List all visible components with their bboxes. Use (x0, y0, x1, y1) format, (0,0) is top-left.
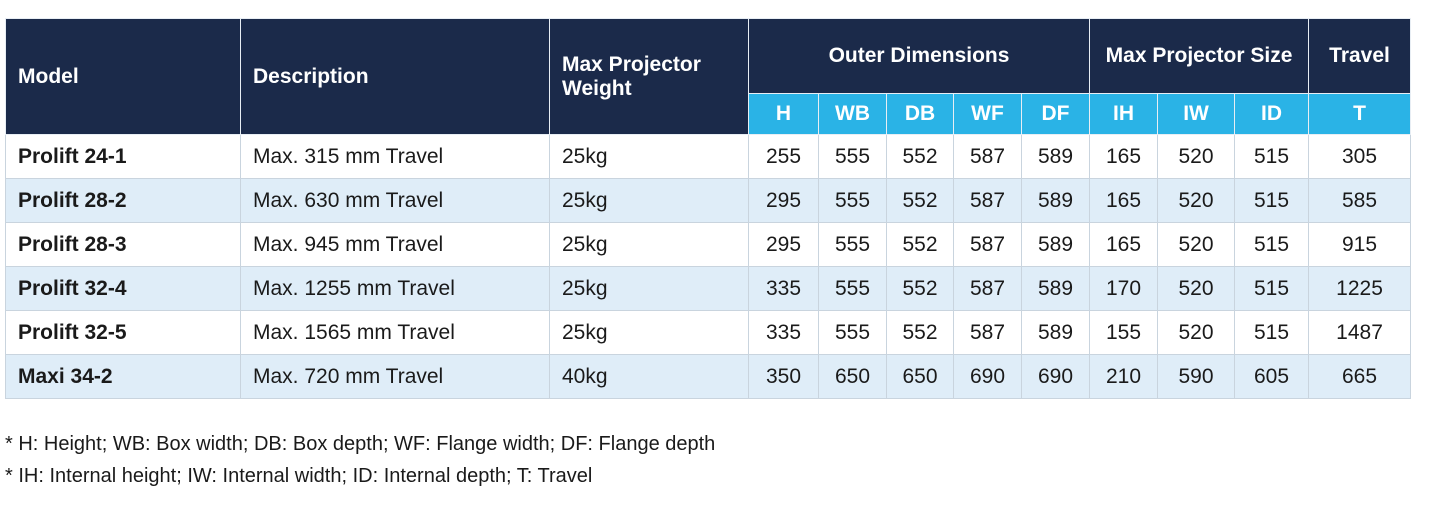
table-cell: 25kg (549, 134, 749, 179)
sub-header-cell: DF (1020, 93, 1091, 135)
table-cell: 255 (748, 134, 819, 179)
table-cell: 585 (1308, 178, 1412, 223)
table-cell: Prolift 32-5 (5, 310, 241, 355)
table-cell: 555 (818, 310, 887, 355)
table-cell: 587 (953, 134, 1022, 179)
table-cell: 555 (818, 178, 887, 223)
table-cell: Max. 315 mm Travel (240, 134, 550, 179)
table-cell: 552 (886, 178, 954, 223)
table-cell: 587 (953, 266, 1022, 311)
table-row: Prolift 32-5 Max. 1565 mm Travel 25kg 335 55… (5, 310, 1412, 355)
table-cell: 155 (1089, 310, 1159, 355)
table-cell: 690 (1020, 354, 1091, 399)
table-cell: 589 (1020, 266, 1091, 311)
table-cell: Max. 720 mm Travel (240, 354, 550, 399)
table-cell: 915 (1308, 222, 1412, 267)
table-cell: 295 (748, 222, 819, 267)
table-cell: Max. 630 mm Travel (240, 178, 550, 223)
table-cell: 555 (818, 134, 887, 179)
sub-header-cell: DB (886, 93, 954, 135)
table-cell: 589 (1020, 222, 1091, 267)
table-cell: 515 (1234, 178, 1310, 223)
table-cell: 665 (1308, 354, 1412, 399)
header-cell: Model (5, 18, 241, 135)
table-cell: 650 (818, 354, 887, 399)
sub-header-cell: T (1308, 93, 1412, 135)
table-cell: 520 (1157, 178, 1236, 223)
sub-header-cell: ID (1234, 93, 1310, 135)
table-cell: 25kg (549, 266, 749, 311)
header-cell: Outer Dimensions (747, 18, 1091, 94)
sub-header-cell: IW (1157, 93, 1236, 135)
table-cell: 520 (1157, 310, 1236, 355)
table-cell: Prolift 28-2 (5, 178, 241, 223)
table-cell: 335 (748, 310, 819, 355)
table-cell: 350 (748, 354, 819, 399)
header-cell: Max Projector Size (1089, 18, 1310, 94)
table-cell: 165 (1089, 178, 1159, 223)
sub-header-cell: IH (1089, 93, 1159, 135)
table-cell: 552 (886, 310, 954, 355)
table-row: Prolift 28-2 Max. 630 mm Travel 25kg 295 555… (5, 178, 1412, 223)
table-cell: 690 (953, 354, 1022, 399)
footnote: * H: Height; WB: Box width; DB: Box dept… (5, 433, 716, 455)
table-row: Prolift 24-1 Max. 315 mm Travel 25kg 255 555… (5, 134, 1412, 179)
table-row: Prolift 32-4 Max. 1255 mm Travel 25kg 335 55… (5, 266, 1412, 311)
header-cell: Max Projector Weight (549, 18, 749, 135)
table-cell: 520 (1157, 266, 1236, 311)
table-cell: 552 (886, 222, 954, 267)
table-cell: 587 (953, 310, 1022, 355)
table-cell: 515 (1234, 134, 1310, 179)
footnote: * IH: Internal height; IW: Internal widt… (5, 465, 593, 487)
table-row: Maxi 34-2 Max. 720 mm Travel 40kg 350 650 650… (5, 354, 1412, 399)
table-cell: Max. 1565 mm Travel (240, 310, 550, 355)
sub-header-cell: H (748, 93, 819, 135)
table-cell: 520 (1157, 222, 1236, 267)
table-cell: 555 (818, 222, 887, 267)
table-cell: Max. 1255 mm Travel (240, 266, 550, 311)
table-cell: 552 (886, 266, 954, 311)
table-cell: 335 (748, 266, 819, 311)
table-cell: 552 (886, 134, 954, 179)
table-cell: 25kg (549, 310, 749, 355)
table-cell: 555 (818, 266, 887, 311)
table-cell: 515 (1234, 266, 1310, 311)
table-cell: 589 (1020, 178, 1091, 223)
table-cell: 1225 (1308, 266, 1412, 311)
table-cell: 590 (1157, 354, 1236, 399)
table-cell: 165 (1089, 222, 1159, 267)
table-cell: 25kg (549, 178, 749, 223)
table-cell: 587 (953, 178, 1022, 223)
table-cell: 40kg (549, 354, 749, 399)
table-cell: 295 (748, 178, 819, 223)
table-cell: 515 (1234, 222, 1310, 267)
sub-header-cell: WB (818, 93, 887, 135)
table-cell: 25kg (549, 222, 749, 267)
spec-table: Model Description Max Projector Weight O… (5, 18, 1412, 399)
table-cell: 210 (1089, 354, 1159, 399)
table-cell: 515 (1234, 310, 1310, 355)
table-cell: 305 (1308, 134, 1412, 179)
table-cell: 589 (1020, 310, 1091, 355)
table-cell: 1487 (1308, 310, 1412, 355)
table-cell: 520 (1157, 134, 1236, 179)
table-cell: 170 (1089, 266, 1159, 311)
table-cell: 587 (953, 222, 1022, 267)
sub-header-cell: WF (953, 93, 1022, 135)
table-cell: Prolift 24-1 (5, 134, 241, 179)
header-cell: Description (240, 18, 550, 135)
table-cell: Maxi 34-2 (5, 354, 241, 399)
table-cell: Max. 945 mm Travel (240, 222, 550, 267)
table-cell: Prolift 28-3 (5, 222, 241, 267)
table-cell: 650 (886, 354, 954, 399)
table-cell: 165 (1089, 134, 1159, 179)
table-cell: 605 (1234, 354, 1310, 399)
table-cell: Prolift 32-4 (5, 266, 241, 311)
table-cell: 589 (1020, 134, 1091, 179)
table-row: Prolift 28-3 Max. 945 mm Travel 25kg 295 555… (5, 222, 1412, 267)
header-cell: Travel (1308, 18, 1412, 94)
